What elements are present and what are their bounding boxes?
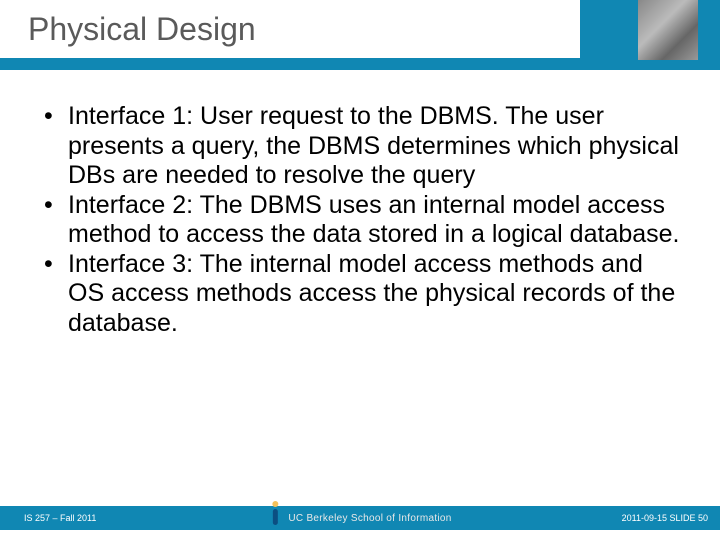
bullet-item: Interface 3: The internal model access m… bbox=[38, 250, 682, 339]
bullet-list: Interface 1: User request to the DBMS. T… bbox=[38, 102, 682, 338]
footer-affiliation: UC Berkeley School of Information bbox=[268, 504, 451, 532]
bullet-item: Interface 2: The DBMS uses an internal m… bbox=[38, 191, 682, 250]
footer-affiliation-text: UC Berkeley School of Information bbox=[288, 513, 451, 524]
bullet-item: Interface 1: User request to the DBMS. T… bbox=[38, 102, 682, 191]
footer: IS 257 – Fall 2011 UC Berkeley School of… bbox=[0, 506, 720, 540]
slide-title: Physical Design bbox=[28, 11, 256, 48]
header-decorative-photo bbox=[638, 0, 698, 60]
slide-body: Interface 1: User request to the DBMS. T… bbox=[0, 70, 720, 338]
berkeley-i-icon bbox=[268, 500, 282, 528]
footer-course-label: IS 257 – Fall 2011 bbox=[24, 513, 96, 523]
header-band: Physical Design bbox=[0, 0, 720, 70]
footer-bar: IS 257 – Fall 2011 UC Berkeley School of… bbox=[0, 506, 720, 530]
title-bar: Physical Design bbox=[0, 0, 580, 58]
footer-date-slide: 2011-09-15 SLIDE 50 bbox=[622, 513, 708, 523]
